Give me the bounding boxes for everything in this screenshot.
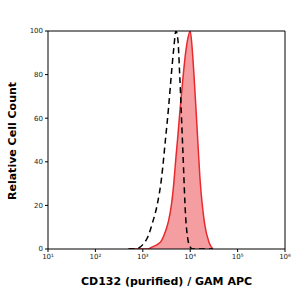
svg-text:CD132 (purified) / GAM APC: CD132 (purified) / GAM APC <box>81 275 252 288</box>
svg-text:80: 80 <box>34 71 43 79</box>
svg-text:0: 0 <box>39 245 43 253</box>
svg-text:10⁶: 10⁶ <box>279 253 291 261</box>
svg-text:10¹: 10¹ <box>42 253 54 261</box>
svg-text:10²: 10² <box>90 253 102 261</box>
svg-text:100: 100 <box>30 27 43 35</box>
svg-text:60: 60 <box>34 115 43 123</box>
svg-text:40: 40 <box>34 158 43 166</box>
svg-text:10³: 10³ <box>137 253 149 261</box>
svg-text:10⁴: 10⁴ <box>184 253 196 261</box>
svg-text:20: 20 <box>34 202 43 210</box>
svg-text:10⁵: 10⁵ <box>232 253 244 261</box>
svg-text:Relative Cell Count: Relative Cell Count <box>8 82 19 200</box>
